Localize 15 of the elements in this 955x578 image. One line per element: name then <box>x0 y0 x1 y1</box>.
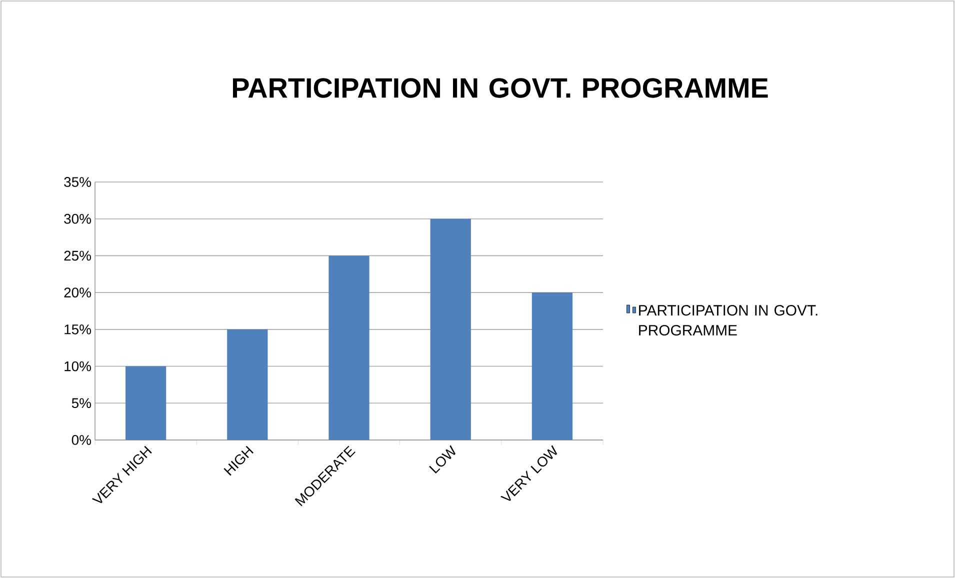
bar <box>328 256 370 440</box>
y-tick-label: 20% <box>64 288 91 298</box>
y-tick-label: 0% <box>72 435 91 445</box>
y-tick-label: 30% <box>64 214 91 224</box>
bar <box>125 366 166 440</box>
bar <box>227 329 268 440</box>
bar <box>430 218 471 440</box>
bar <box>532 292 573 440</box>
y-tick-label: 15% <box>64 324 91 334</box>
y-tick-label: 10% <box>64 361 91 372</box>
y-tick-label: 5% <box>72 398 91 408</box>
legend-label: PARTICIPATION IN GOVT. PROGRAMME <box>639 305 818 336</box>
y-tick-label: 25% <box>64 250 91 261</box>
y-tick-label: 35% <box>64 177 91 187</box>
chart-title: PARTICIPATION IN GOVT. PROGRAMME <box>232 78 768 98</box>
